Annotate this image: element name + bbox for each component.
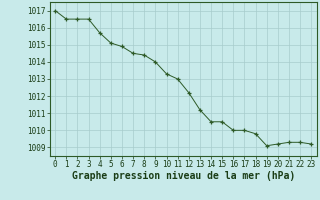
X-axis label: Graphe pression niveau de la mer (hPa): Graphe pression niveau de la mer (hPa) [72, 171, 295, 181]
